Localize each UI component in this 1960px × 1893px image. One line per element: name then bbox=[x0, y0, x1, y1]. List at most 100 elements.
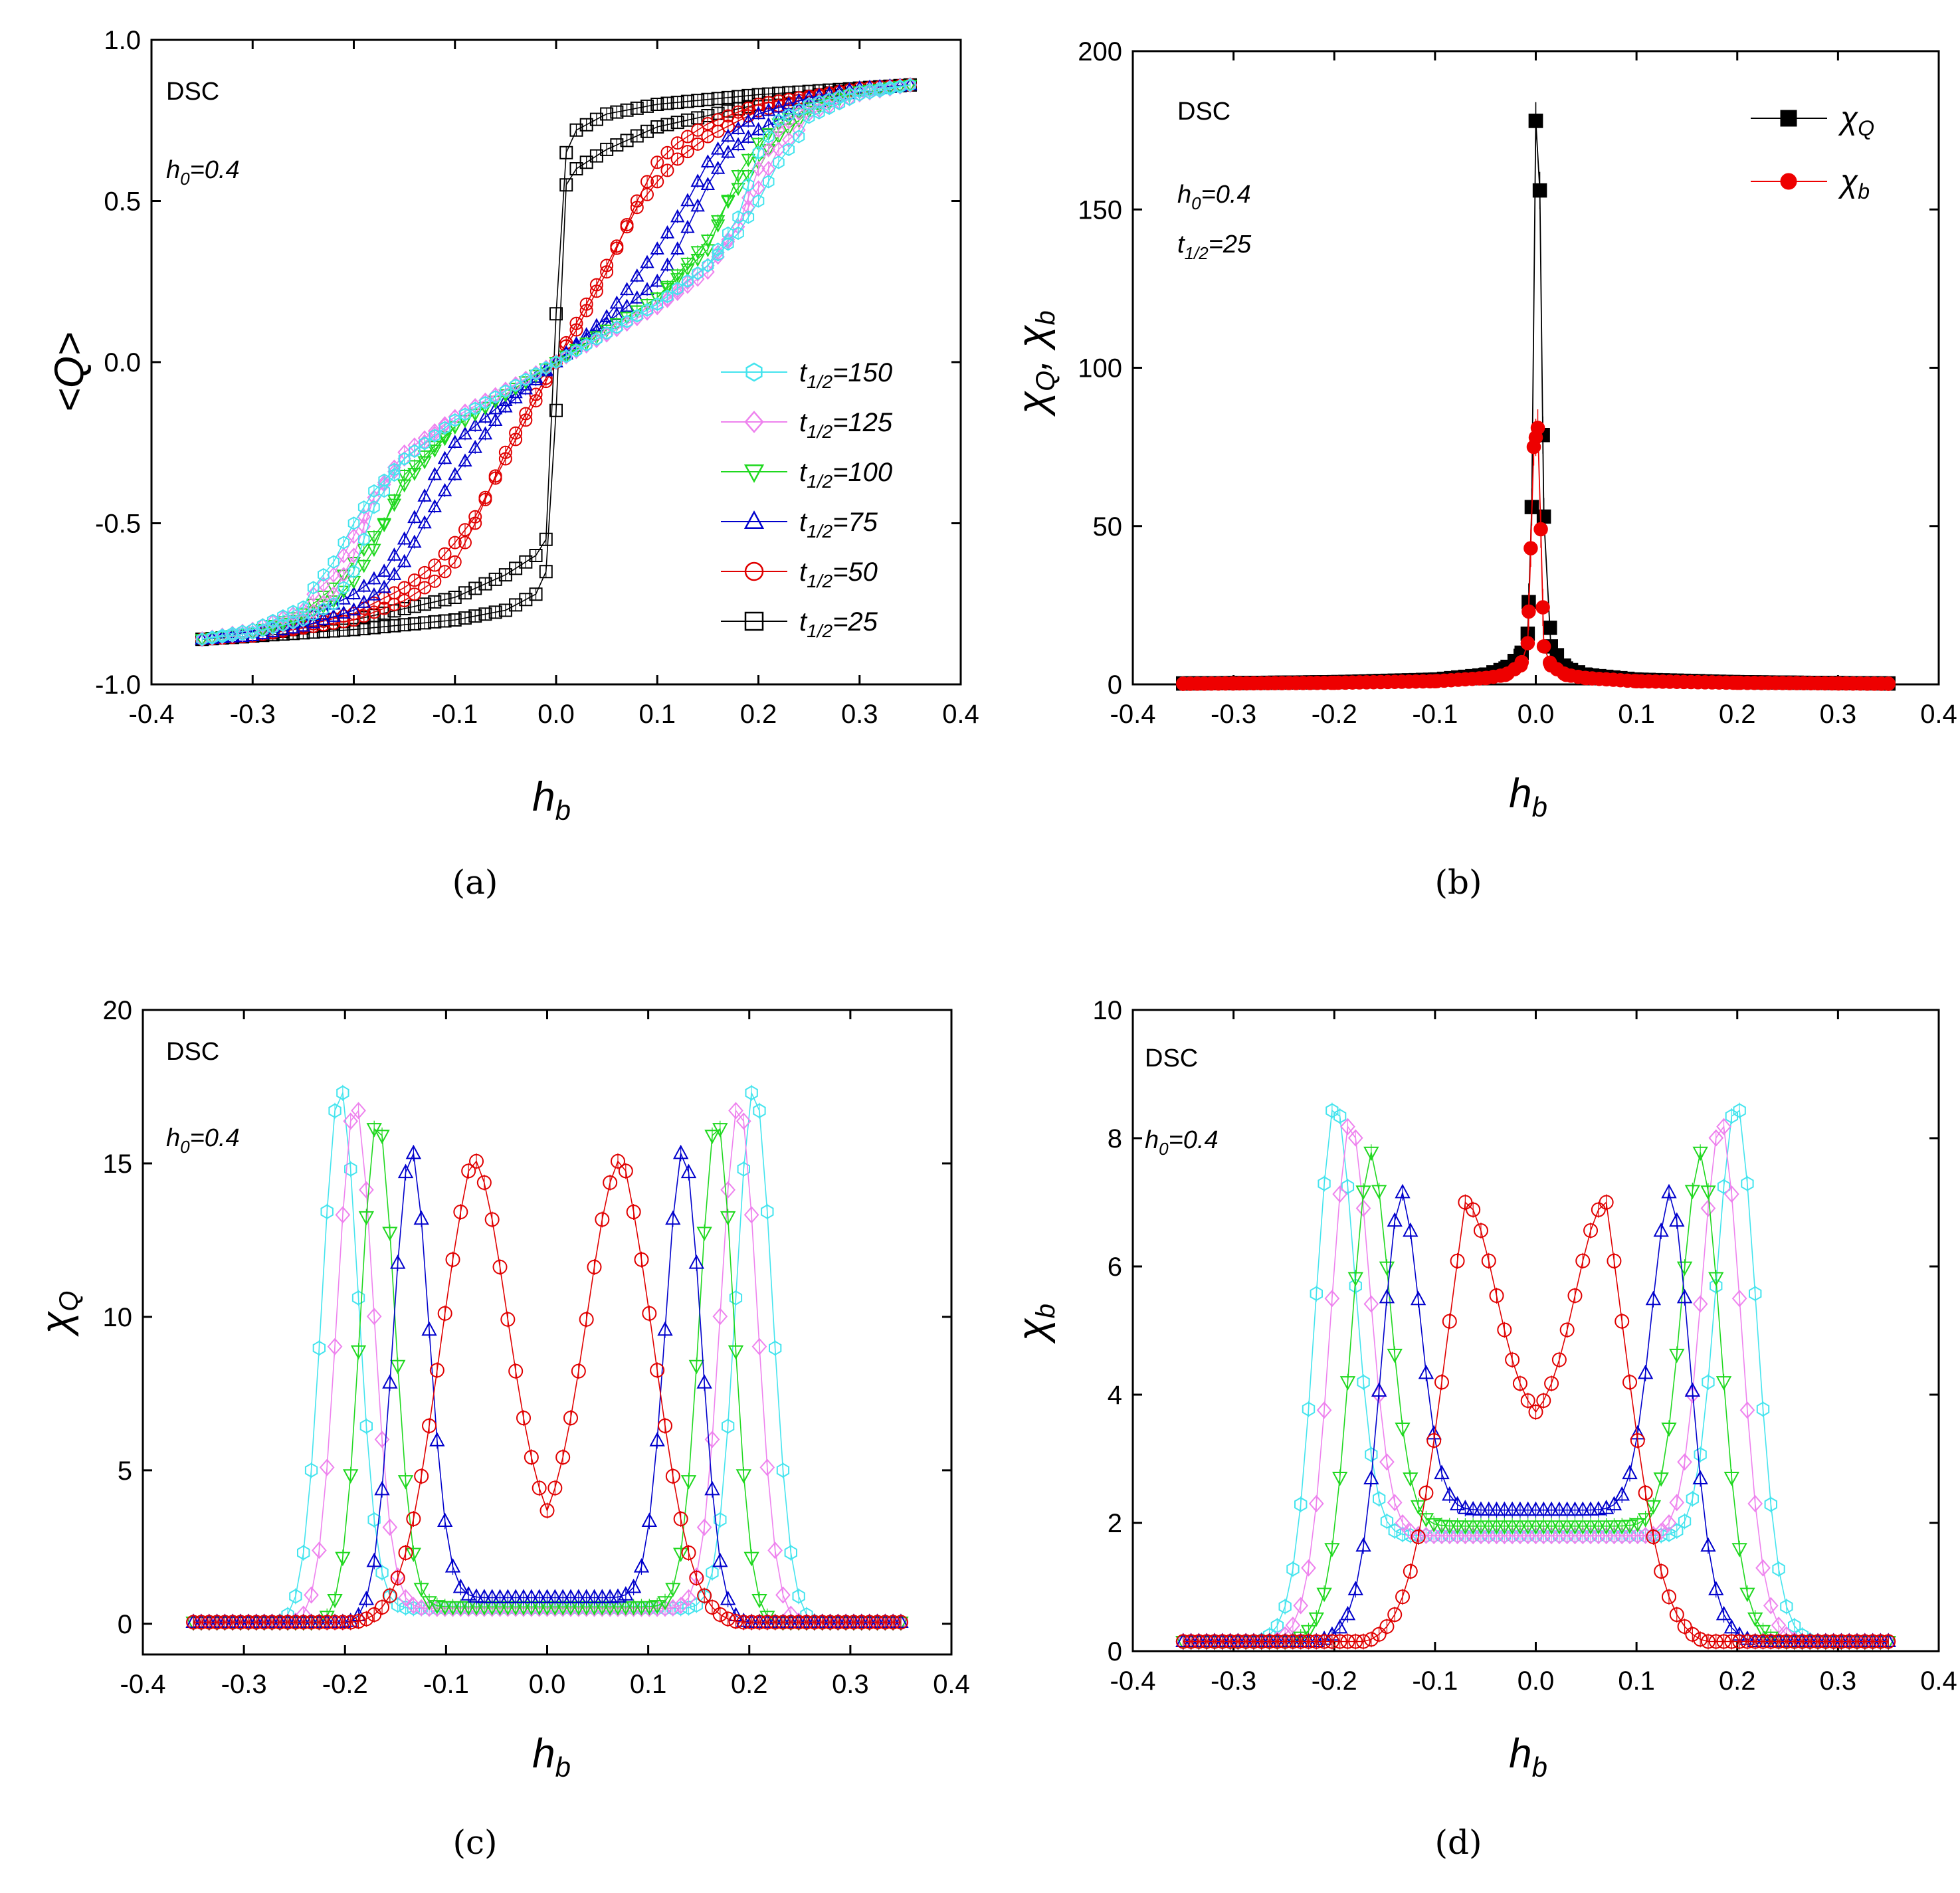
panel-d-point bbox=[1418, 1513, 1434, 1528]
panel-d-point bbox=[1731, 1290, 1747, 1308]
panel-d-point bbox=[1630, 1518, 1646, 1533]
panel-c-point bbox=[586, 1589, 603, 1604]
panel-c-point bbox=[783, 1615, 799, 1630]
panel-d-point bbox=[1598, 1520, 1615, 1535]
panel-a-legend-label: t1/2=75 bbox=[799, 508, 878, 542]
panel-c-point bbox=[382, 1227, 398, 1241]
panel-d-point bbox=[1739, 1587, 1755, 1603]
panel-d-ytick-label: 6 bbox=[1108, 1252, 1122, 1282]
panel-c-point bbox=[547, 1589, 563, 1604]
panel-d-point bbox=[1622, 1375, 1638, 1390]
panel-d-point bbox=[1379, 1288, 1395, 1304]
panel-c-point bbox=[893, 1615, 908, 1630]
panel-d-point bbox=[1520, 1393, 1535, 1408]
panel-c-point bbox=[468, 1588, 484, 1603]
panel-c-point bbox=[429, 1432, 445, 1446]
panel-d-point bbox=[1497, 1322, 1512, 1338]
panel-a-point bbox=[438, 614, 452, 628]
panel-c-point bbox=[714, 1512, 727, 1528]
panel-d-point bbox=[1653, 1472, 1669, 1487]
panel-c-point bbox=[571, 1589, 587, 1604]
panel-c-point bbox=[217, 1615, 233, 1630]
panel-a-point bbox=[640, 187, 654, 201]
panel-c-point bbox=[571, 1363, 586, 1379]
panel-c-point bbox=[704, 1130, 720, 1145]
panel-a-point bbox=[458, 453, 472, 467]
panel-a-point bbox=[529, 387, 543, 401]
panel-c-point bbox=[657, 1596, 673, 1611]
panel-a-point bbox=[438, 547, 452, 561]
panel-d-point bbox=[1363, 1295, 1379, 1313]
panel-d-point bbox=[1207, 1634, 1222, 1649]
panel-d-point bbox=[1645, 1290, 1662, 1306]
panel-d-point bbox=[1489, 1527, 1504, 1545]
panel-c-point bbox=[532, 1480, 547, 1496]
panel-a-point bbox=[599, 326, 614, 343]
panel-a-point bbox=[328, 555, 340, 569]
panel-a-point bbox=[509, 598, 523, 612]
panel-d-point bbox=[1457, 1500, 1474, 1514]
panel-c-point bbox=[823, 1615, 838, 1630]
panel-a-point bbox=[771, 122, 786, 138]
panel-a-point bbox=[741, 153, 755, 167]
panel-a-point bbox=[407, 573, 421, 587]
panel-d-point bbox=[1692, 1470, 1708, 1485]
panel-a-point bbox=[387, 494, 402, 508]
panel-b-series-χQ bbox=[1176, 102, 1896, 691]
panel-c-point bbox=[193, 1615, 209, 1630]
panel-a-point bbox=[338, 581, 350, 595]
panel-d-point bbox=[1535, 1501, 1551, 1516]
panel-d-point bbox=[1355, 1199, 1371, 1217]
panel-a-point bbox=[610, 321, 624, 338]
panel-a-point bbox=[680, 94, 694, 108]
panel-b-xtick-label: -0.2 bbox=[1312, 700, 1357, 729]
panel-d-plot: -0.4 -0.3 -0.2 -0.1 0.0 0.1 0.2 0.3 0.4 0 2 4 6 8 10 bbox=[1093, 996, 1957, 1696]
panel-a-point bbox=[397, 581, 411, 595]
panel-c-point bbox=[492, 1259, 508, 1274]
panel-a-point bbox=[579, 304, 593, 318]
panel-d-point bbox=[1535, 1527, 1551, 1545]
panel-a-point bbox=[691, 137, 705, 151]
panel-a-point bbox=[700, 177, 716, 190]
panel-a-point bbox=[326, 609, 341, 622]
panel-c-frame bbox=[142, 1009, 953, 1656]
panel-c-point bbox=[696, 1227, 712, 1241]
panel-a-legend-marker bbox=[743, 464, 765, 483]
panel-b-caption: (b) bbox=[1434, 863, 1482, 902]
panel-d-point bbox=[1527, 1520, 1544, 1535]
panel-a-point bbox=[549, 307, 563, 321]
panel-d-point bbox=[1708, 1581, 1724, 1595]
panel-d-point bbox=[1741, 1176, 1754, 1191]
panel-d-point bbox=[1606, 1496, 1622, 1511]
panel-a-point bbox=[508, 390, 523, 404]
panel-d-point bbox=[1803, 1634, 1818, 1649]
panel-d-point bbox=[1363, 1146, 1379, 1161]
panel-a-point bbox=[731, 137, 745, 151]
panel-d-point bbox=[1865, 1634, 1880, 1649]
panel-c-point bbox=[602, 1589, 618, 1603]
panel-d-point bbox=[1669, 1494, 1685, 1512]
panel-d-point bbox=[1818, 1634, 1833, 1649]
panel-b-ytick-label: 50 bbox=[1093, 512, 1123, 542]
panel-d-point bbox=[1512, 1376, 1527, 1391]
panel-b-legend-marker bbox=[1780, 110, 1797, 127]
panel-c-point bbox=[508, 1589, 524, 1604]
panel-c-point bbox=[846, 1615, 861, 1630]
panel-d-point bbox=[1332, 1634, 1347, 1649]
panel-d-point bbox=[1544, 1376, 1559, 1391]
panel-a-point bbox=[417, 488, 432, 502]
panel-a-point bbox=[741, 88, 755, 102]
panel-c-point bbox=[704, 1600, 720, 1615]
panel-c-point bbox=[500, 1312, 516, 1327]
panel-d-point bbox=[1551, 1527, 1567, 1545]
panel-c-point bbox=[233, 1615, 248, 1630]
panel-a-point bbox=[367, 571, 381, 585]
panel-d-point bbox=[1465, 1520, 1481, 1535]
panel-a-point bbox=[701, 92, 715, 106]
panel-c-point bbox=[743, 1551, 759, 1567]
panel-c-point bbox=[397, 1475, 414, 1490]
panel-a-point bbox=[630, 290, 644, 304]
panel-a-point bbox=[660, 163, 674, 177]
panel-c-point bbox=[312, 1340, 326, 1356]
panel-a-point bbox=[439, 421, 451, 435]
